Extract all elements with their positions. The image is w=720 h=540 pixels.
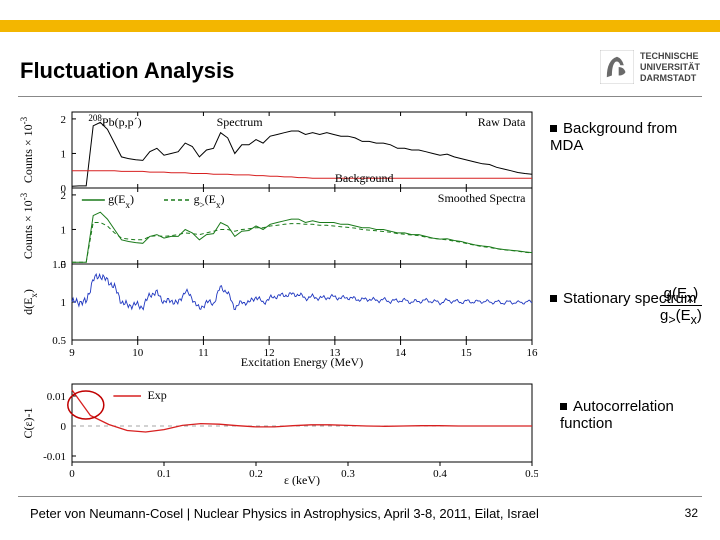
svg-text:1.5: 1.5 xyxy=(52,259,66,271)
svg-text:0.3: 0.3 xyxy=(341,468,355,480)
svg-text:1: 1 xyxy=(61,224,67,236)
upper-chart-panels: 910111213141516Excitation Energy (MeV)01… xyxy=(18,108,538,370)
bullet-icon xyxy=(550,295,557,302)
svg-text:10: 10 xyxy=(132,347,144,359)
logo-line-2: UNIVERSITÄT xyxy=(640,62,700,73)
title-divider xyxy=(18,96,702,97)
svg-text:15: 15 xyxy=(461,347,473,359)
bullet-icon xyxy=(550,125,557,132)
svg-text:Raw Data: Raw Data xyxy=(478,115,526,129)
svg-text:Smoothed Spectra: Smoothed Spectra xyxy=(438,191,526,205)
annotation-autocorr: Autocorrelation function xyxy=(560,398,710,432)
bullet-icon xyxy=(560,403,567,410)
svg-text:1: 1 xyxy=(61,297,67,309)
svg-text:0.5: 0.5 xyxy=(52,335,66,347)
svg-text:0.01: 0.01 xyxy=(47,391,66,403)
svg-text:Background: Background xyxy=(335,171,394,185)
annotation-background: Background from MDA xyxy=(550,120,710,154)
svg-text:ε (keV): ε (keV) xyxy=(284,473,320,486)
svg-text:0: 0 xyxy=(69,468,75,480)
ratio-formula: g(Ex) g>(Ex) xyxy=(660,285,702,327)
svg-text:16: 16 xyxy=(527,347,539,359)
slide-title: Fluctuation Analysis xyxy=(20,58,234,84)
svg-text:2: 2 xyxy=(61,114,67,126)
svg-text:-0.01: -0.01 xyxy=(43,451,66,463)
page-number: 32 xyxy=(685,506,698,520)
svg-text:208Pb(p,p´): 208Pb(p,p´) xyxy=(88,113,141,129)
svg-text:0.2: 0.2 xyxy=(249,468,263,480)
svg-text:2: 2 xyxy=(61,190,67,202)
svg-text:Excitation Energy (MeV): Excitation Energy (MeV) xyxy=(241,355,363,369)
svg-text:0.4: 0.4 xyxy=(433,468,447,480)
svg-text:Exp: Exp xyxy=(147,388,166,402)
svg-text:Spectrum: Spectrum xyxy=(217,115,264,129)
footer-text: Peter von Neumann-Cosel | Nuclear Physic… xyxy=(30,506,539,521)
svg-text:Counts × 10-3: Counts × 10-3 xyxy=(19,116,35,183)
svg-text:g>(Ex): g>(Ex) xyxy=(194,192,225,210)
svg-text:d(Ex): d(Ex) xyxy=(21,289,39,315)
svg-text:g(Ex): g(Ex) xyxy=(108,192,134,210)
autocorrelation-chart: 00.10.20.30.40.5-0.0100.01ε (keV)C(ε)-1E… xyxy=(18,378,538,486)
svg-text:0.5: 0.5 xyxy=(525,468,538,480)
svg-text:Counts × 10-3: Counts × 10-3 xyxy=(19,192,35,259)
university-logo: TECHNISCHE UNIVERSITÄT DARMSTADT xyxy=(600,50,700,84)
svg-text:11: 11 xyxy=(198,347,209,359)
footer-divider xyxy=(18,496,702,497)
svg-text:0.1: 0.1 xyxy=(157,468,171,480)
athena-icon xyxy=(600,50,634,84)
svg-text:14: 14 xyxy=(395,347,407,359)
svg-text:C(ε)-1: C(ε)-1 xyxy=(21,407,35,438)
logo-text: TECHNISCHE UNIVERSITÄT DARMSTADT xyxy=(640,51,700,84)
accent-bar xyxy=(0,20,720,32)
svg-text:0: 0 xyxy=(61,421,67,433)
logo-line-1: TECHNISCHE xyxy=(640,51,700,62)
svg-text:9: 9 xyxy=(69,347,75,359)
logo-line-3: DARMSTADT xyxy=(640,73,700,84)
svg-text:1: 1 xyxy=(61,148,67,160)
